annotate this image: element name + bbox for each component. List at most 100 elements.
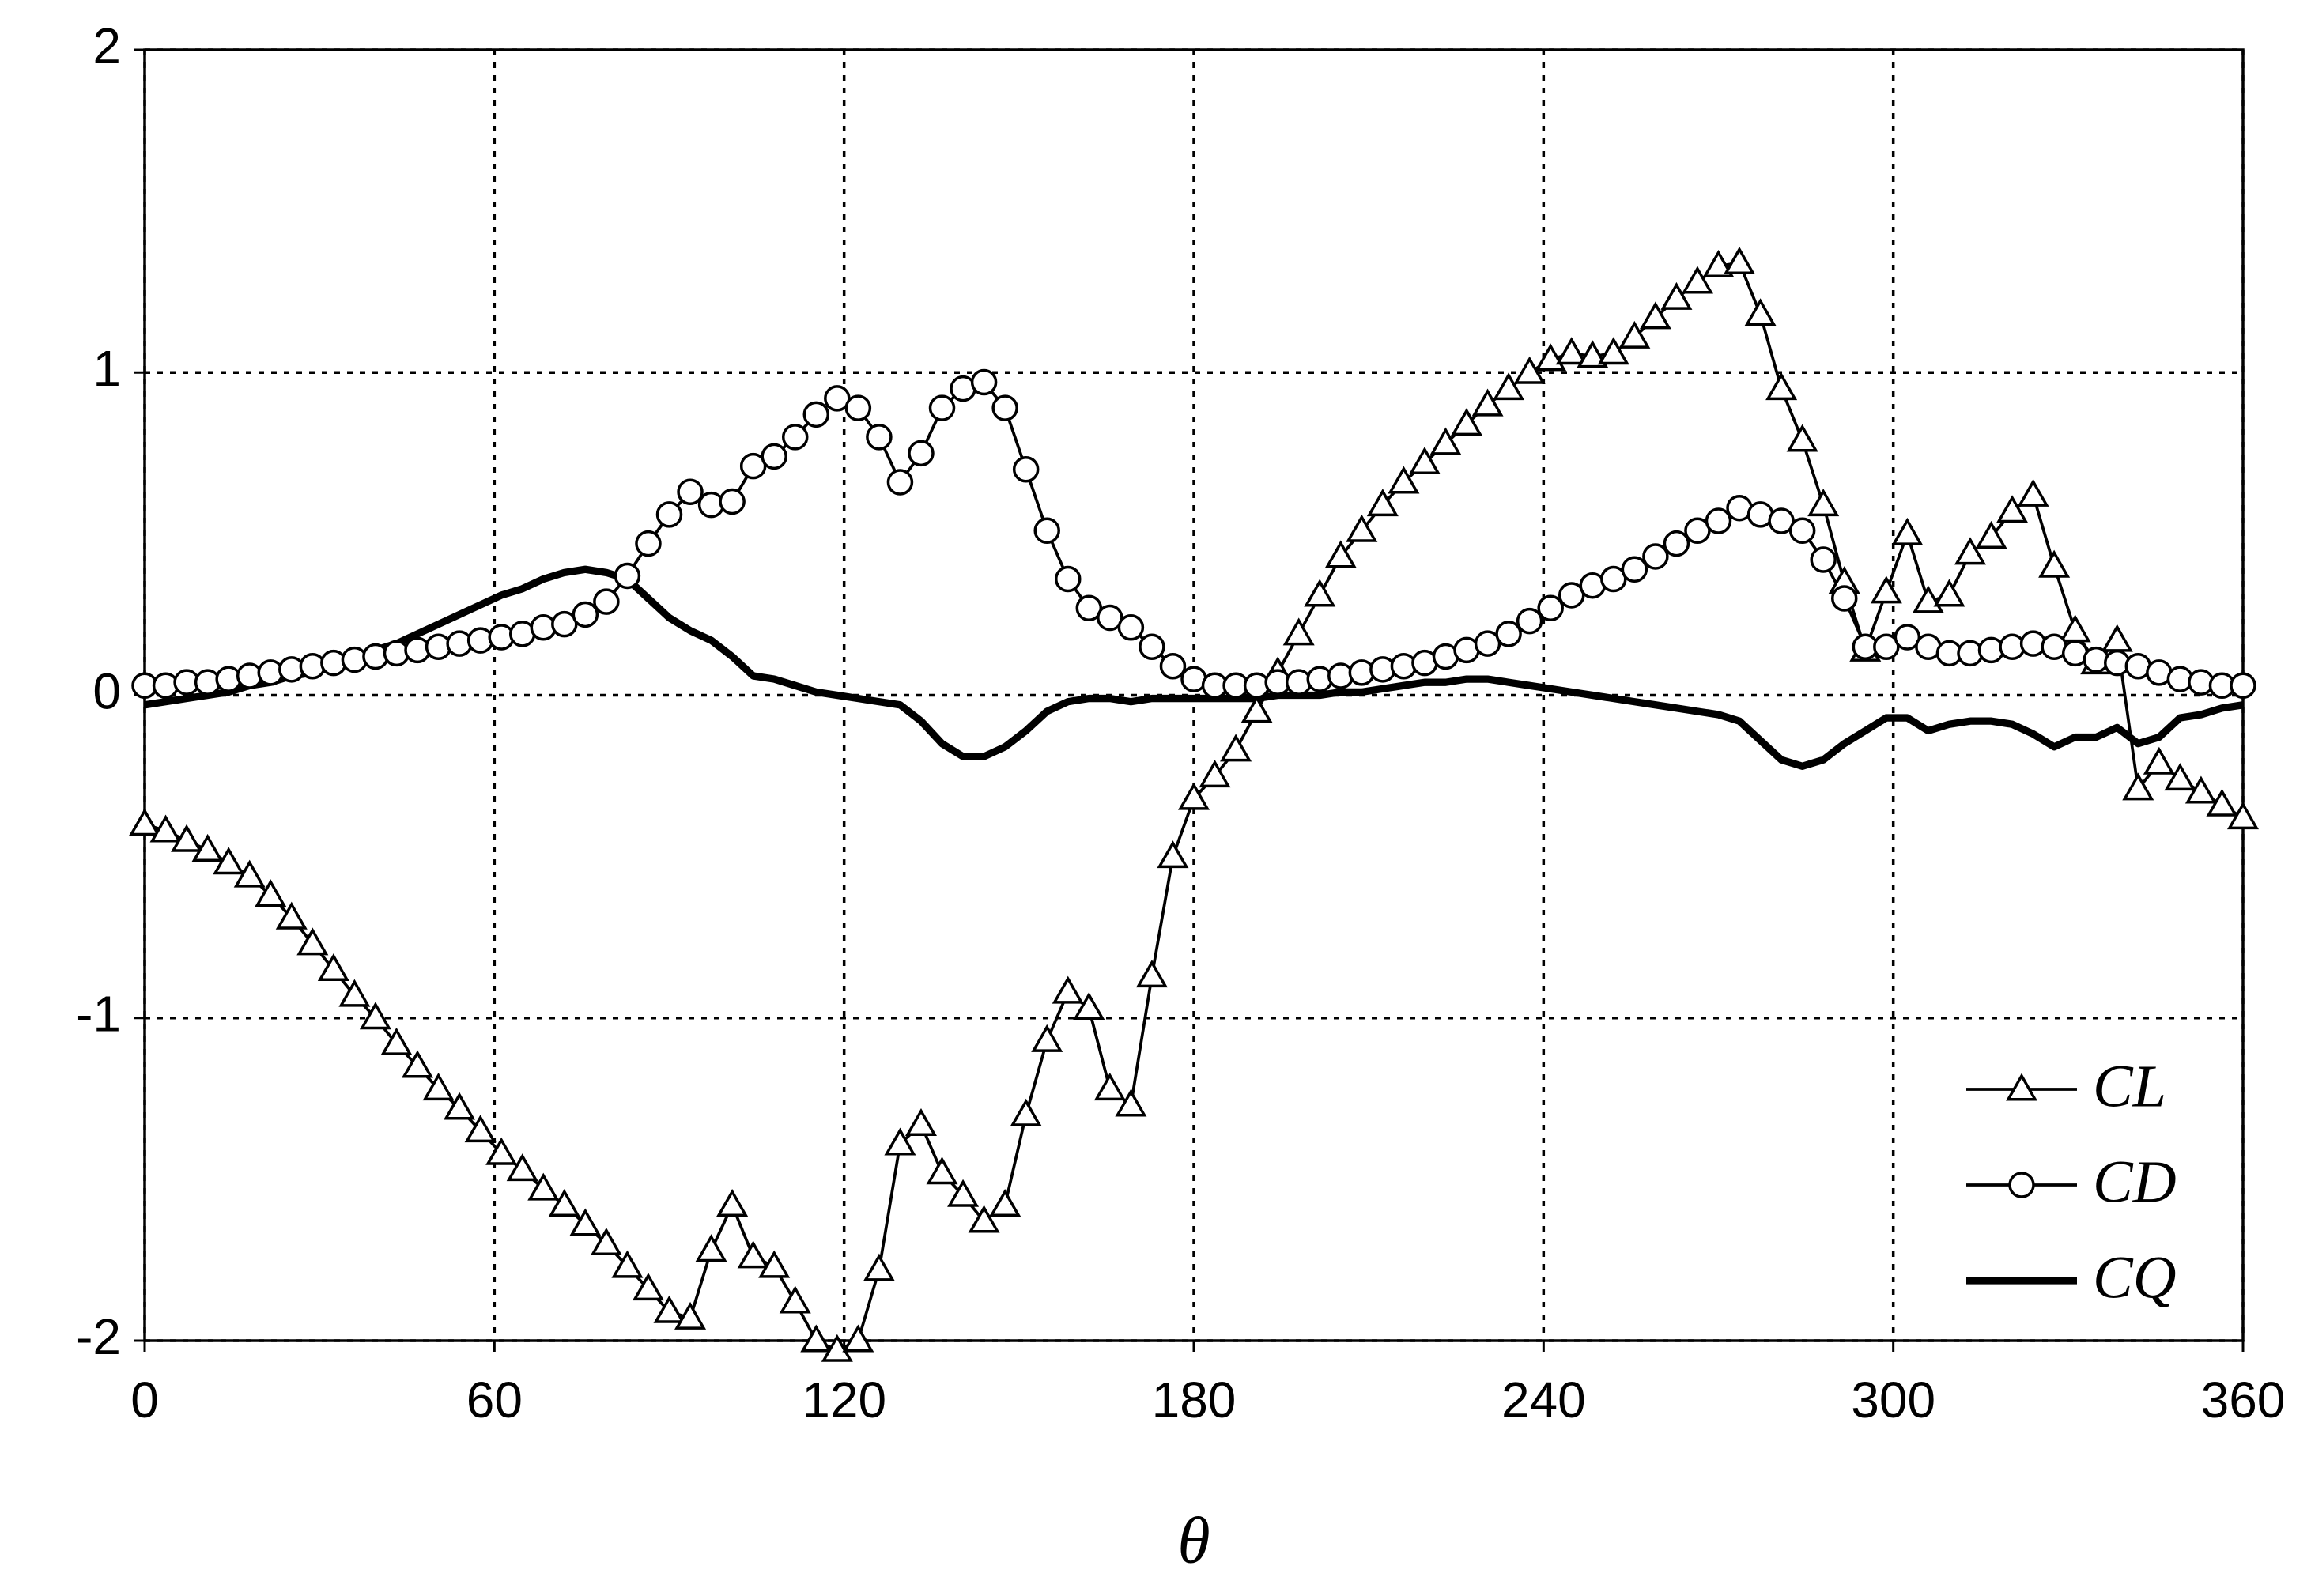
triangle-marker <box>380 1027 413 1055</box>
triangle-marker <box>1388 466 1420 494</box>
triangle-marker <box>1891 517 1924 545</box>
triangle-marker <box>359 1002 391 1030</box>
triangle-marker <box>171 824 203 852</box>
triangle-marker <box>2122 772 2154 801</box>
triangle-marker <box>402 1050 434 1078</box>
triangle-marker <box>1765 372 1798 401</box>
circle-marker <box>844 394 872 421</box>
triangle-marker <box>947 1179 980 1207</box>
circle-marker <box>1516 607 1543 635</box>
triangle-marker <box>464 1115 497 1143</box>
triangle-marker <box>1681 266 1713 294</box>
circle-marker <box>781 424 809 451</box>
triangle-marker <box>1618 320 1651 349</box>
x-tick-label: 60 <box>466 1372 523 1428</box>
triangle-marker <box>548 1189 580 1217</box>
triangle-marker <box>1052 975 1084 1004</box>
triangle-marker <box>1807 489 1840 517</box>
triangle-marker <box>695 1234 727 1262</box>
circle-marker <box>1474 630 1501 657</box>
triangle-marker <box>1471 388 1504 417</box>
circle-marker <box>1075 594 1103 622</box>
circle-marker <box>1705 507 1732 534</box>
triangle-marker <box>2038 549 2071 578</box>
circle-marker <box>761 443 787 470</box>
x-axis-label: θ <box>1177 1504 1210 1577</box>
triangle-marker <box>1577 340 1609 368</box>
triangle-marker <box>1597 337 1629 365</box>
triangle-marker <box>1933 579 1965 607</box>
triangle-marker <box>128 808 161 836</box>
triangle-marker <box>191 833 224 862</box>
circle-marker <box>1012 455 1040 483</box>
circle-marker <box>1495 621 1522 647</box>
circle-marker <box>1033 517 1060 545</box>
triangle-marker <box>2164 763 2196 791</box>
triangle-marker <box>779 1285 811 1314</box>
x-tick-label: 300 <box>1851 1372 1935 1428</box>
circle-marker <box>1055 565 1082 593</box>
triangle-marker <box>2143 746 2175 775</box>
legend-label: CD <box>2093 1149 2177 1215</box>
circle-marker <box>719 488 746 515</box>
circle-marker <box>2230 672 2256 700</box>
x-tick-label: 180 <box>1152 1372 1237 1428</box>
triangle-marker <box>2005 1073 2038 1101</box>
circle-marker <box>655 501 683 528</box>
series-line <box>144 565 2244 770</box>
circle-marker <box>991 394 1018 421</box>
triangle-marker <box>213 847 245 875</box>
triangle-marker <box>233 859 266 888</box>
triangle-marker <box>1304 579 1336 607</box>
triangle-marker <box>1282 617 1315 646</box>
legend-label: CL <box>2093 1053 2166 1119</box>
triangle-marker <box>904 1107 937 1136</box>
triangle-marker <box>1157 840 1189 869</box>
triangle-marker <box>2059 614 2091 643</box>
x-tick-label: 0 <box>130 1372 159 1428</box>
triangle-marker <box>1135 960 1168 988</box>
circle-marker <box>551 610 578 638</box>
triangle-marker <box>1555 337 1588 365</box>
triangle-marker <box>422 1073 455 1101</box>
triangle-marker <box>968 1205 1000 1233</box>
circle-marker <box>866 424 893 451</box>
triangle-marker <box>2184 775 2217 804</box>
circle-marker <box>1830 585 1858 612</box>
triangle-marker <box>1177 782 1210 810</box>
circle-marker <box>1894 624 1921 651</box>
triangle-marker <box>1660 281 1693 310</box>
circle-marker <box>1139 633 1165 661</box>
triangle-marker <box>1220 734 1252 762</box>
circle-marker <box>1663 530 1690 557</box>
triangle-marker <box>1954 537 1986 565</box>
x-tick-label: 240 <box>1501 1372 1586 1428</box>
circle-marker <box>824 385 851 412</box>
circle-marker <box>1642 543 1669 570</box>
circle-marker <box>970 368 998 396</box>
circle-marker <box>1684 517 1711 545</box>
triangle-marker <box>653 1295 685 1323</box>
triangle-marker <box>1639 301 1671 330</box>
triangle-marker <box>611 1250 644 1278</box>
triangle-marker <box>1199 760 1231 788</box>
y-tick-label: -2 <box>76 1308 121 1365</box>
triangle-marker <box>758 1250 791 1278</box>
triangle-marker <box>1724 246 1756 274</box>
triangle-marker <box>926 1156 958 1185</box>
circle-marker <box>1768 507 1795 534</box>
circle-marker <box>802 401 830 428</box>
triangle-marker <box>1324 540 1357 568</box>
triangle-marker <box>1429 427 1462 455</box>
triangle-marker <box>716 1189 749 1217</box>
circle-marker <box>908 440 935 467</box>
triangle-marker <box>527 1172 560 1201</box>
triangle-marker <box>1031 1024 1063 1052</box>
x-tick-label: 360 <box>2201 1372 2286 1428</box>
triangle-marker <box>485 1137 518 1165</box>
circle-marker <box>1873 633 1900 661</box>
circle-marker <box>593 588 620 615</box>
circle-marker <box>928 394 956 421</box>
triangle-marker <box>1346 514 1378 542</box>
triangle-marker <box>1702 249 1735 278</box>
